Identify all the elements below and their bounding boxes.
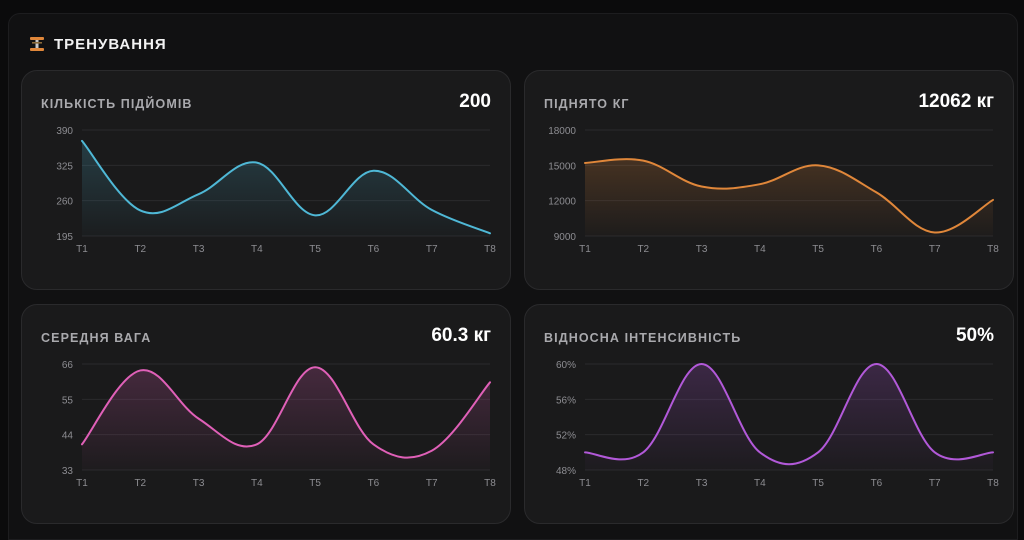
x-tick-label: T1: [76, 244, 88, 255]
y-tick-label: 52%: [556, 431, 576, 442]
x-tick-label: T3: [696, 478, 708, 489]
y-tick-label: 66: [62, 360, 74, 371]
card-value: 50%: [955, 325, 994, 346]
card-value: 200: [459, 91, 491, 112]
y-tick-label: 60%: [556, 360, 576, 371]
card-label: ПІДНЯТО КГ: [544, 97, 630, 111]
x-tick-label: T6: [871, 478, 883, 489]
y-tick-label: 18000: [548, 126, 576, 137]
x-tick-label: T5: [812, 478, 824, 489]
series-line: [81, 139, 491, 235]
series-line: [584, 158, 994, 234]
x-tick-label: T2: [134, 478, 146, 489]
card-value: 60.3 кг: [431, 325, 491, 346]
card-label: ВІДНОСНА ІНТЕНСИВНІСТЬ: [544, 331, 742, 345]
x-tick-label: T7: [929, 478, 941, 489]
y-tick-label: 325: [56, 161, 73, 172]
y-tick-label: 48%: [556, 466, 576, 477]
chart-relative-intensity: 60% 56% 52% 48%T1 T2 T3 T4 T5 T6 T7 T8: [556, 360, 999, 489]
x-tick-label: T8: [987, 244, 999, 255]
y-tick-label: 44: [62, 431, 74, 442]
x-tick-label: T4: [251, 244, 263, 255]
x-tick-label: T1: [579, 244, 591, 255]
series-area: [82, 367, 490, 470]
x-tick-label: T4: [754, 244, 766, 255]
card-relative-intensity: ВІДНОСНА ІНТЕНСИВНІСТЬ 50% 60% 56% 52% 48% T…: [524, 304, 1014, 524]
x-tick-label: T2: [134, 244, 146, 255]
x-tick-label: T1: [579, 478, 591, 489]
card-value: 12062 кг: [918, 91, 994, 112]
x-tick-label: T8: [484, 244, 496, 255]
x-tick-label: T6: [871, 244, 883, 255]
x-tick-label: T3: [193, 244, 205, 255]
series-line: [81, 366, 491, 459]
series-area: [585, 364, 993, 470]
y-tick-label: 390: [56, 126, 73, 137]
x-tick-label: T5: [309, 244, 321, 255]
card-label: СЕРЕДНЯ ВАГА: [41, 331, 152, 345]
x-tick-label: T4: [251, 478, 263, 489]
x-tick-label: T1: [76, 478, 88, 489]
x-tick-label: T5: [812, 244, 824, 255]
x-tick-label: T2: [637, 478, 649, 489]
x-tick-label: T6: [368, 478, 380, 489]
series-area: [82, 140, 490, 236]
section-header: ТРЕНУВАННЯ: [28, 35, 167, 53]
x-tick-label: T2: [637, 244, 649, 255]
card-label: КІЛЬКІСТЬ ПІДЙОМІВ: [41, 97, 193, 111]
y-tick-label: 15000: [548, 161, 576, 172]
x-tick-label: T3: [696, 244, 708, 255]
series-line: [584, 362, 994, 466]
y-tick-label: 55: [62, 395, 74, 406]
y-tick-label: 195: [56, 232, 73, 243]
series-area: [585, 159, 993, 236]
x-tick-label: T4: [754, 478, 766, 489]
x-tick-label: T8: [987, 478, 999, 489]
x-tick-label: T7: [426, 244, 438, 255]
y-tick-label: 12000: [548, 197, 576, 208]
y-tick-label: 56%: [556, 395, 576, 406]
y-tick-label: 260: [56, 197, 73, 208]
card-lifts-count: КІЛЬКІСТЬ ПІДЙОМІВ 200 390 325 260 195 T1 T2 T…: [21, 70, 511, 290]
card-lifted-kg: ПІДНЯТО КГ 12062 кг 18000 15000 12000 9000 T…: [524, 70, 1014, 290]
x-tick-label: T8: [484, 478, 496, 489]
x-tick-label: T5: [309, 478, 321, 489]
y-tick-label: 33: [62, 466, 74, 477]
x-tick-label: T7: [929, 244, 941, 255]
card-average-weight: СЕРЕДНЯ ВАГА 60.3 кг 66 55 44 33 T1 T2 T3 T4 T5 T…: [21, 304, 511, 524]
dumbbell-icon: [30, 37, 44, 51]
x-tick-label: T7: [426, 478, 438, 489]
x-tick-label: T3: [193, 478, 205, 489]
section-title: ТРЕНУВАННЯ: [54, 35, 167, 53]
x-tick-label: T6: [368, 244, 380, 255]
y-tick-label: 9000: [554, 232, 577, 243]
